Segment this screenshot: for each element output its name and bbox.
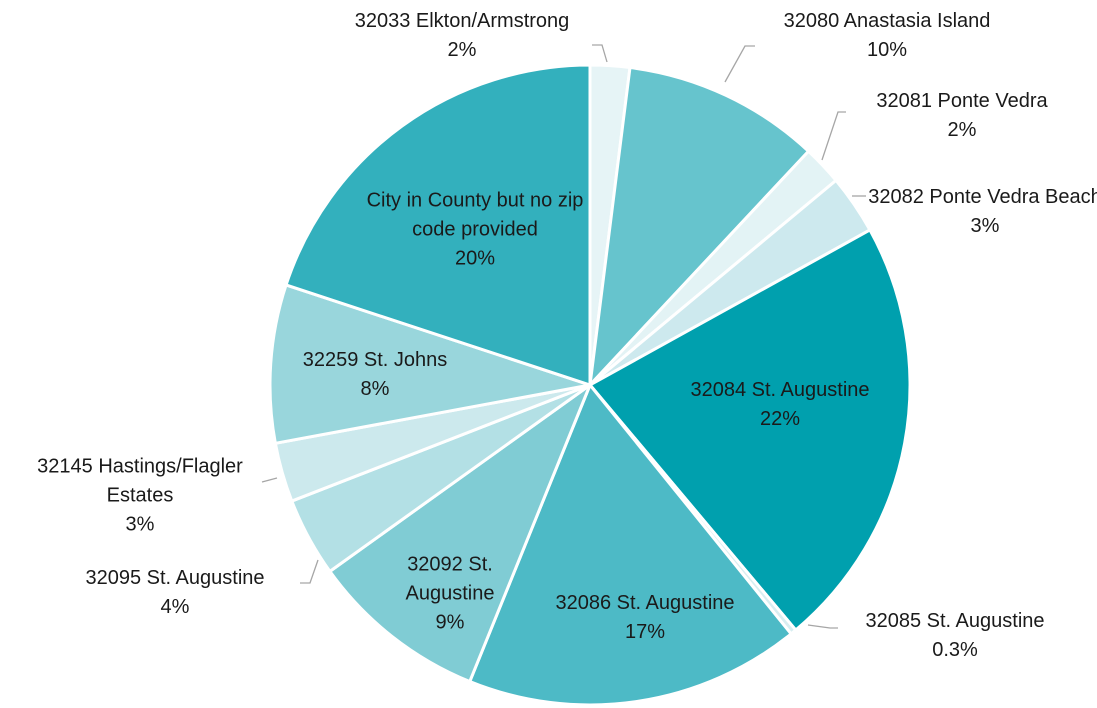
category-label: 32033 Elkton/Armstrong (354, 10, 570, 32)
value-label: 3% (970, 215, 1000, 237)
value-label: 10% (866, 39, 908, 61)
value-label: 8% (360, 378, 390, 400)
leader-line (300, 559, 319, 584)
value-label: 4% (160, 596, 190, 618)
slice-label: 32095 St. Augustine 4% (25, 564, 325, 622)
category-label: 32080 Anastasia Island (783, 10, 991, 32)
category-label: 32145 Hastings/Flagler Estates (37, 455, 243, 507)
value-label: 2% (447, 39, 477, 61)
slice-label: 32086 St. Augustine 17% (495, 589, 795, 647)
leader-line (592, 44, 608, 63)
value-label: 20% (454, 247, 496, 270)
leader-line (807, 624, 838, 629)
value-label: 17% (624, 621, 666, 643)
slice-label: 32085 St. Augustine 0.3% (805, 607, 1097, 665)
pie-slice (268, 283, 592, 445)
pie-slice (468, 383, 793, 707)
slice-label: City in County but no zip code provided 2… (355, 187, 595, 274)
category-label: 32086 St. Augustine (555, 592, 735, 614)
value-label: 3% (125, 513, 155, 536)
category-label: 32082 Ponte Vedra Beach (868, 186, 1097, 208)
slice-label: 32082 Ponte Vedra Beach 3% (865, 183, 1097, 241)
category-label: 32095 St. Augustine (85, 567, 265, 589)
value-label: 2% (947, 119, 977, 141)
pie-slice (588, 228, 912, 632)
leader-line (724, 45, 755, 83)
pie-slice (588, 66, 811, 387)
slice-label: 32081 Ponte Vedra 2% (762, 87, 1097, 145)
value-label: 22% (759, 408, 801, 430)
value-label: 0.3% (932, 639, 978, 661)
pie-slice (328, 383, 592, 684)
pie-slice (284, 63, 592, 387)
category-label: 32085 St. Augustine (865, 610, 1045, 632)
value-label: 9% (435, 611, 465, 634)
category-label: 32092 St. Augustine (405, 553, 495, 605)
category-label: 32084 St. Augustine (690, 379, 870, 401)
category-label: 32259 St. Johns (302, 349, 448, 371)
category-label: City in County but no zip code provided (366, 189, 584, 241)
leader-line (261, 477, 278, 483)
slice-label: 32033 Elkton/Armstrong 2% (262, 7, 662, 65)
slice-label: 32259 St. Johns 8% (225, 346, 525, 404)
slice-label: 32080 Anastasia Island 10% (687, 7, 1087, 65)
leader-line (821, 111, 846, 161)
category-label: 32081 Ponte Vedra (876, 90, 1048, 112)
slice-label: 32092 St. Augustine 9% (395, 551, 505, 638)
slice-label: 32084 St. Augustine 22% (630, 376, 930, 434)
slice-label: 32145 Hastings/Flagler Estates 3% (5, 453, 275, 540)
